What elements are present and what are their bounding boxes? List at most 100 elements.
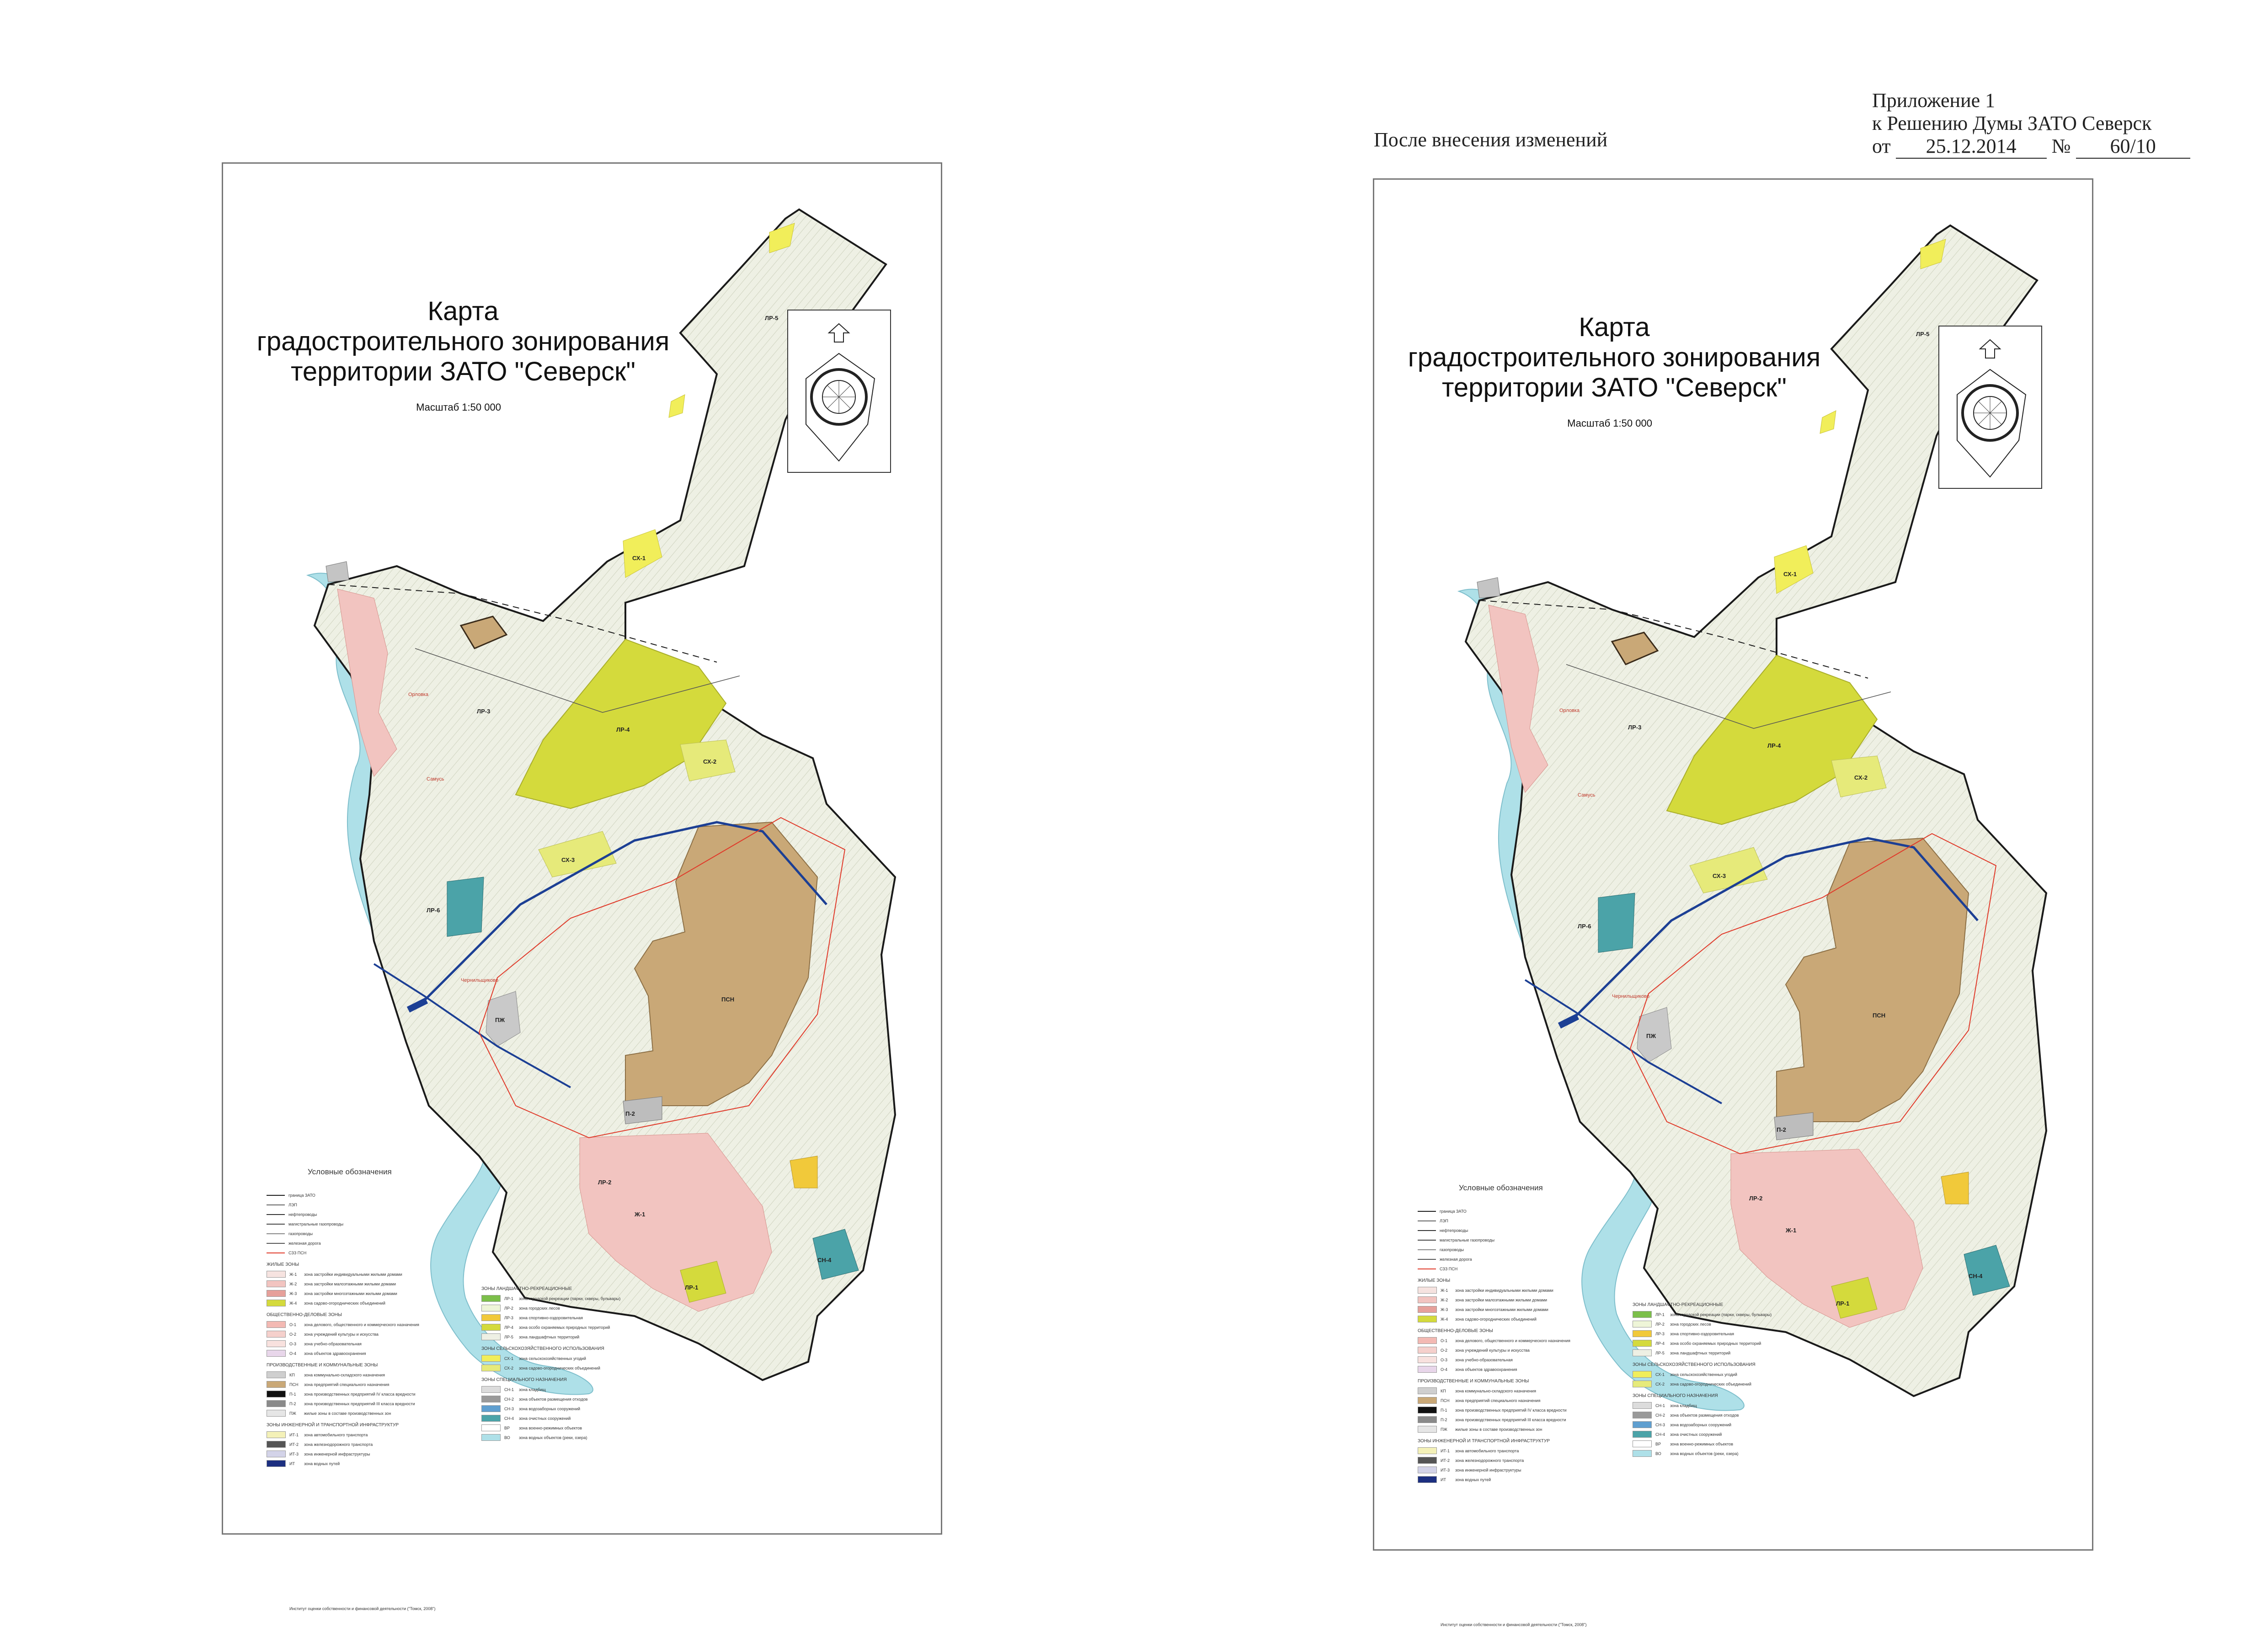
legend-label: зона предприятий специального назначения <box>1455 1398 1541 1403</box>
legend-code: ЛР-5 <box>504 1334 513 1339</box>
legend-footer: Институт оценки собственности и финансов… <box>1441 1622 1587 1627</box>
map-canvas <box>1457 224 2048 1411</box>
zone-label: СХ-1 <box>1783 571 1797 578</box>
legend-swatch <box>481 1295 501 1302</box>
legend-label: зона коммунально-складского назначения <box>304 1372 385 1377</box>
legend-code: СН-4 <box>504 1416 514 1421</box>
road-blue <box>1570 837 1979 1022</box>
zone-pzh-brown <box>459 615 508 649</box>
legend-line-symbol <box>1418 1249 1436 1250</box>
legend-group-title: ПРОИЗВОДСТВЕННЫЕ И КОММУНАЛЬНЫЕ ЗОНЫ <box>1418 1379 1529 1384</box>
legend-label: жилые зоны в составе производственных зо… <box>304 1411 391 1416</box>
legend-item: ЛР-3 зона спортивно-оздоровительная <box>1633 1329 1829 1338</box>
legend: Условные обозначения граница ЗАТО ЛЭП нефт… <box>267 1167 916 1611</box>
zone-settlement-strip <box>337 589 397 777</box>
legend-item: СН-2 зона объектов размещения отходов <box>1633 1410 1829 1420</box>
legend-swatch <box>267 1410 286 1417</box>
legend-group-title: ЗОНЫ СЕЛЬСКОХОЗЯЙСТВЕННОГО ИСПОЛЬЗОВАНИЯ <box>1633 1362 1756 1367</box>
legend-col-1: граница ЗАТО ЛЭП нефтепроводы магистральные… <box>267 1190 463 1468</box>
legend-swatch <box>267 1290 286 1297</box>
legend-swatch <box>267 1391 286 1397</box>
legend-swatch <box>267 1350 286 1357</box>
legend-swatch <box>267 1300 286 1306</box>
map-title-line3: территории ЗАТО "Северск" <box>290 357 636 386</box>
legend-label: зона водных путей <box>1455 1477 1491 1482</box>
legend-item: О-3 зона учебно-образовательная <box>267 1339 463 1349</box>
legend-swatch <box>267 1271 286 1278</box>
zone-label: Ж-1 <box>635 1211 646 1218</box>
legend-swatch <box>481 1365 501 1371</box>
legend-item: О-4 зона объектов здравоохранения <box>267 1349 463 1358</box>
legend-item: СН-3 зона водозаборных сооружений <box>481 1404 678 1413</box>
legend-item: ВО зона водных объектов (реки, озера) <box>481 1433 678 1442</box>
legend-label: зона производственных предприятий III кл… <box>304 1401 415 1406</box>
legend-code: СХ-2 <box>1655 1381 1665 1386</box>
legend-item: Ж-1 зона застройки индивидуальными жилыми… <box>1418 1285 1614 1295</box>
legend-code: Ж-2 <box>289 1281 297 1286</box>
legend-code: ИТ-3 <box>289 1451 299 1456</box>
legend-code: СН-2 <box>1655 1413 1665 1418</box>
zone-pzh <box>486 991 521 1047</box>
legend-swatch <box>1418 1397 1437 1404</box>
legend-swatch <box>267 1441 286 1448</box>
map-canvas <box>306 208 897 1395</box>
legend-line-symbol <box>267 1223 285 1225</box>
compass-icon <box>787 310 891 473</box>
zone-sn4 <box>812 1229 859 1280</box>
legend-item: ЛР-5 зона ландшафтных территорий <box>481 1332 678 1342</box>
legend-code: О-4 <box>1441 1367 1448 1372</box>
legend-swatch <box>1418 1316 1437 1322</box>
legend-swatch <box>1633 1321 1652 1327</box>
legend-swatch <box>1418 1457 1437 1464</box>
legend-item: ИТ-3 зона инженерной инфраструктуры <box>267 1449 463 1459</box>
after-change-caption: После внесения изменений <box>1374 128 1608 151</box>
legend-code: ИТ-1 <box>1441 1448 1450 1453</box>
legend-label: зона водных объектов (реки, озера) <box>519 1435 587 1440</box>
map-scale: Масштаб 1:50 000 <box>416 401 501 413</box>
legend-label: зона садово-огороднических объединений <box>304 1301 385 1306</box>
zone-north-grey <box>1477 577 1500 599</box>
legend-item: О-2 зона учреждений культуры и искусства <box>1418 1345 1614 1355</box>
legend-item: ЛР-2 зона городских лесов <box>481 1303 678 1313</box>
zone-sx1-north <box>1920 239 1946 269</box>
zone-label: ЛР-1 <box>685 1284 699 1291</box>
legend-item: ЛР-4 зона особо охраняемых природных терр… <box>481 1322 678 1332</box>
legend-item: О-4 зона объектов здравоохранения <box>1418 1365 1614 1374</box>
legend-item: ИТ-1 зона автомобильного транспорта <box>267 1430 463 1440</box>
legend-item: СХ-2 зона садово-огороднических объединен… <box>1633 1379 1829 1389</box>
legend-item: Ж-4 зона садово-огороднических объединени… <box>1418 1314 1614 1324</box>
legend-swatch <box>1633 1371 1652 1378</box>
legend-code: Ж-1 <box>1441 1288 1448 1293</box>
legend-group-title: ЗОНЫ СЕЛЬСКОХОЗЯЙСТВЕННОГО ИСПОЛЬЗОВАНИЯ <box>481 1346 604 1351</box>
legend-swatch <box>1418 1366 1437 1373</box>
power-line <box>328 584 717 663</box>
bridge <box>1558 1013 1580 1029</box>
legend-label: зона садово-огороднических объединений <box>519 1365 600 1370</box>
legend-label: зона автомобильного транспорта <box>304 1432 368 1437</box>
legend-item: Ж-3 зона застройки многоэтажными жилыми д… <box>267 1289 463 1298</box>
legend-title: Условные обозначения <box>1459 1183 1543 1192</box>
legend-label: зона объектов здравоохранения <box>304 1351 366 1356</box>
legend-group-title: ЖИЛЫЕ ЗОНЫ <box>1418 1278 1451 1283</box>
legend-item: ЛР-1 зона городской рекреации (парки, скв… <box>1633 1310 1829 1319</box>
legend-item: Ж-4 зона садово-огороднических объединени… <box>267 1298 463 1308</box>
legend-label: зона ландшафтных территорий <box>1670 1350 1731 1355</box>
map-sheet-after: Карта градостроительного зонирования тер… <box>1373 178 2093 1627</box>
legend-label: зона производственных предприятий IV кла… <box>1455 1408 1567 1413</box>
power-line <box>1479 600 1868 679</box>
legend-label: зона коммунально-складского назначения <box>1455 1388 1536 1393</box>
legend-item: ЛР-3 зона спортивно-оздоровительная <box>481 1313 678 1322</box>
legend-label: зона спортивно-оздоровительная <box>1670 1331 1734 1336</box>
szz-boundary <box>1629 833 1997 1155</box>
legend-code: ИТ-1 <box>289 1432 299 1437</box>
legend-item: ВР зона военно-режимных объектов <box>481 1423 678 1433</box>
legend-code: КП <box>1441 1388 1446 1393</box>
legend-swatch <box>1633 1431 1652 1438</box>
legend-item: ПЖ жилые зоны в составе производственных … <box>267 1408 463 1418</box>
zone-sx1-south <box>623 529 662 578</box>
zone-label: Ж-1 <box>1786 1227 1797 1234</box>
zone-label: ЛР-4 <box>1767 742 1781 749</box>
legend-label: СЗЗ ПСН <box>1440 1266 1458 1271</box>
legend-code: СХ-1 <box>504 1356 513 1361</box>
legend-label: нефтепроводы <box>1440 1228 1468 1233</box>
